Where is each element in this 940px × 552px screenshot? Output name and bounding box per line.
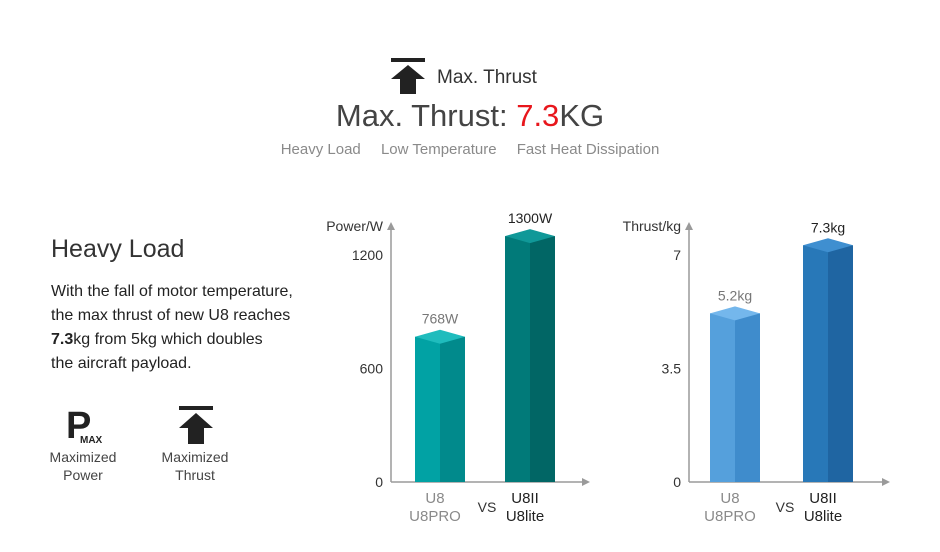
- section-description: With the fall of motor temperature, the …: [51, 280, 341, 376]
- thrust-value-label-0: 5.2kg: [718, 287, 752, 303]
- thrust-bar-side-0: [735, 313, 760, 482]
- feature-power-line2: Power: [63, 467, 103, 483]
- tag-heavy-load: Heavy Load: [280, 141, 361, 158]
- thrust-bar-top-1: [803, 238, 853, 253]
- desc-line-4: the aircraft payload.: [51, 355, 192, 372]
- p-max-icon: P MAX: [66, 406, 103, 446]
- power-bar-top-1: [505, 229, 555, 244]
- power-value-label-0: 768W: [422, 311, 459, 327]
- desc-line-2: the max thrust of new U8 reaches: [51, 307, 291, 324]
- power-bar-top-0: [415, 329, 465, 344]
- tag-low-temperature: Low Temperature: [380, 141, 497, 158]
- thrust-bar-front-0: [710, 313, 735, 482]
- p-max-letter: P: [66, 406, 91, 446]
- power-value-label-1: 1300W: [508, 210, 553, 226]
- thrust-category-label-1-b: U8lite: [804, 508, 842, 525]
- thrust-category-label-0-b: U8PRO: [704, 508, 756, 525]
- title-prefix: Max. Thrust:: [335, 98, 517, 133]
- title-value: 7.3: [516, 98, 560, 133]
- feature-maximized-power: Maximized Power: [40, 448, 126, 484]
- thrust-y-tick-label: 0: [673, 474, 681, 490]
- thrust-bar-top-0: [710, 306, 760, 321]
- thrust-y-axis-label: Thrust/kg: [623, 218, 681, 234]
- header-label: Max. Thrust: [437, 67, 537, 88]
- tag-fast-heat-dissipation: Fast Heat Dissipation: [516, 141, 660, 158]
- power-category-label-1-a: U8II: [511, 490, 539, 507]
- thrust-y-tick-label: 7: [673, 247, 681, 263]
- up-arrow-bar-icon: [179, 406, 213, 444]
- power-category-label-0-b: U8PRO: [409, 508, 461, 525]
- section-heading: Heavy Load: [51, 235, 185, 263]
- feature-tags: Heavy Load Low Temperature Fast Heat Dis…: [0, 141, 940, 158]
- power-bar-front-0: [415, 336, 440, 482]
- thrust-y-tick-label: 3.5: [662, 361, 682, 377]
- thrust-vs-label: VS: [776, 499, 795, 515]
- p-max-sub: MAX: [80, 435, 103, 446]
- feature-thrust-line2: Thrust: [175, 467, 215, 483]
- thrust-bar-side-1: [828, 245, 853, 482]
- feature-power-line1: Maximized: [49, 449, 117, 465]
- up-arrow-bar-icon: [391, 58, 425, 94]
- thrust-y-axis-arrow: [685, 222, 693, 230]
- power-bar-side-1: [530, 236, 555, 482]
- power-y-tick-label: 1200: [352, 247, 383, 263]
- feature-maximized-thrust: Maximized Thrust: [152, 448, 238, 484]
- power-category-label-0-a: U8: [425, 490, 444, 507]
- desc-line-3-text: kg from 5kg which doubles: [73, 331, 263, 348]
- thrust-x-axis-arrow: [882, 478, 890, 486]
- power-bar-side-0: [440, 336, 465, 482]
- power-y-tick-label: 0: [375, 474, 383, 490]
- power-bar-front-1: [505, 236, 530, 482]
- title-unit: KG: [559, 98, 605, 133]
- power-x-axis-arrow: [582, 478, 590, 486]
- power-category-label-1-b: U8lite: [506, 508, 544, 525]
- power-vs-label: VS: [478, 499, 497, 515]
- desc-line-3: 7.3kg from 5kg which doubles: [51, 328, 341, 352]
- power-y-axis-label: Power/W: [326, 218, 384, 234]
- thrust-bar-front-1: [803, 245, 828, 482]
- power-y-axis-arrow: [387, 222, 395, 230]
- desc-line-1: With the fall of motor temperature,: [51, 283, 293, 300]
- thrust-category-label-1-a: U8II: [809, 490, 837, 507]
- feature-thrust-line1: Maximized: [161, 449, 229, 465]
- thrust-category-label-0-a: U8: [720, 490, 739, 507]
- power-y-tick-label: 600: [360, 361, 384, 377]
- page-title: Max. Thrust: 7.3KG: [0, 98, 940, 134]
- desc-highlight-value: 7.3: [51, 331, 74, 348]
- thrust-value-label-1: 7.3kg: [811, 219, 845, 235]
